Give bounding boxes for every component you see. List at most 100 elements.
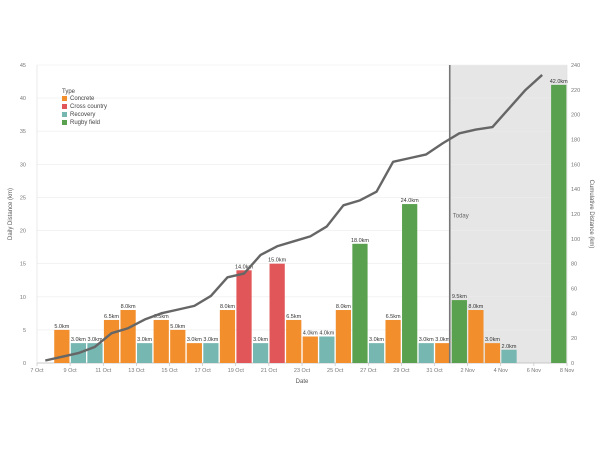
x-tick-label: 25 Oct	[327, 368, 344, 374]
y-left-tick-label: 35	[20, 129, 26, 135]
y-right-tick-label: 40	[571, 311, 577, 317]
bar	[402, 204, 418, 363]
bar-data-label: 8.0km	[121, 304, 136, 310]
y-right-tick-label: 60	[571, 287, 577, 293]
bar	[219, 310, 236, 363]
y-right-tick-label: 160	[571, 162, 580, 168]
bar	[252, 343, 269, 363]
bar-data-label: 5.0km	[170, 324, 185, 330]
bar-data-label: 24.0km	[401, 198, 419, 204]
bar	[335, 310, 352, 363]
y-right-tick-label: 20	[571, 336, 577, 342]
bar-data-label: 2.0km	[502, 344, 517, 350]
bar	[484, 343, 501, 363]
bar-data-label: 3.0km	[485, 337, 500, 343]
bar	[137, 343, 153, 363]
legend-title: Type	[62, 89, 76, 95]
bar-data-label: 3.0km	[87, 337, 102, 343]
y-right-tick-label: 80	[571, 262, 577, 268]
bar-data-label: 14.0km	[235, 264, 253, 270]
y-right-tick-label: 180	[571, 138, 580, 144]
x-tick-label: 4 Nov	[494, 368, 509, 374]
x-axis-title: Date	[296, 379, 309, 385]
y-right-tick-label: 200	[571, 113, 580, 119]
x-tick-label: 9 Oct	[64, 368, 78, 374]
bar	[103, 319, 120, 363]
x-tick-label: 8 Nov	[560, 368, 575, 374]
y-left-axis-title: Daily Distance (km)	[8, 188, 14, 240]
x-tick-label: 6 Nov	[527, 368, 542, 374]
x-tick-label: 21 Oct	[261, 368, 278, 374]
bar-data-label: 8.0km	[468, 304, 483, 310]
x-tick-label: 7 Oct	[30, 368, 44, 374]
bar-data-label: 3.0km	[419, 337, 434, 343]
y-left-tick-label: 10	[20, 295, 26, 301]
y-right-tick-label: 0	[571, 361, 574, 367]
bar	[551, 84, 567, 363]
bar-data-label: 5.0km	[54, 324, 69, 330]
y-left-tick-label: 0	[23, 361, 26, 367]
bar-data-label: 6.5km	[386, 314, 401, 320]
bar	[302, 336, 318, 363]
x-tick-label: 11 Oct	[95, 368, 111, 374]
bar-data-label: 3.0km	[435, 337, 450, 343]
bar-data-label: 9.5km	[452, 294, 467, 300]
bar	[368, 343, 385, 363]
bar	[451, 300, 467, 363]
y-left-tick-label: 25	[20, 195, 26, 201]
legend-swatch	[62, 112, 67, 117]
bar	[170, 329, 186, 363]
bar-data-label: 4.0km	[303, 331, 318, 337]
legend-swatch	[62, 104, 67, 109]
bar	[352, 243, 368, 363]
bar-data-label: 3.0km	[369, 337, 384, 343]
bar	[501, 349, 517, 363]
cumulative-line	[45, 74, 543, 362]
y-left-tick-label: 30	[20, 162, 26, 168]
bar-data-label: 3.0km	[187, 337, 202, 343]
bar	[153, 319, 169, 363]
bar-data-label: 42.0km	[550, 79, 568, 85]
y-right-tick-label: 120	[571, 212, 580, 218]
today-label: Today	[453, 213, 469, 219]
bar-data-label: 6.5km	[286, 314, 301, 320]
y-left-tick-label: 40	[20, 96, 26, 102]
x-tick-label: 23 Oct	[294, 368, 311, 374]
bar-data-label: 18.0km	[351, 238, 369, 244]
y-left-tick-label: 15	[20, 262, 26, 268]
y-right-tick-label: 240	[571, 63, 580, 69]
y-right-tick-label: 220	[571, 88, 580, 94]
x-tick-label: 27 Oct	[360, 368, 377, 374]
legend-swatch	[62, 120, 67, 125]
bar	[269, 263, 285, 363]
bar-data-label: 3.0km	[253, 337, 268, 343]
y-left-tick-label: 5	[23, 328, 26, 334]
legend-item-label: Concrete	[70, 96, 95, 102]
x-tick-label: 31 Oct	[426, 368, 443, 374]
legend-item-label: Rugby field	[70, 120, 100, 126]
bar-data-label: 3.0km	[71, 337, 86, 343]
bar-data-label: 4.0km	[319, 331, 334, 337]
bar	[385, 319, 401, 363]
bar-data-label: 3.0km	[137, 337, 152, 343]
bar-data-label: 15.0km	[268, 258, 286, 264]
bar	[203, 343, 219, 363]
bar	[468, 310, 484, 363]
legend-item-label: Recovery	[70, 112, 95, 118]
x-tick-label: 29 Oct	[393, 368, 410, 374]
bar	[418, 343, 434, 363]
bar-data-label: 6.5km	[104, 314, 119, 320]
bar	[319, 336, 335, 363]
y-right-tick-label: 100	[571, 237, 580, 243]
x-tick-label: 13 Oct	[128, 368, 145, 374]
bar-data-label: 8.0km	[336, 304, 351, 310]
y-left-tick-label: 45	[20, 63, 26, 69]
bar-data-label: 8.0km	[220, 304, 235, 310]
x-tick-label: 15 Oct	[161, 368, 178, 374]
y-right-axis-title: Cumulative Distance (km)	[588, 180, 594, 249]
bar-data-label: 6.5km	[154, 314, 169, 320]
legend-item-label: Cross country	[70, 104, 107, 110]
bar	[236, 270, 252, 363]
bar	[186, 343, 202, 363]
